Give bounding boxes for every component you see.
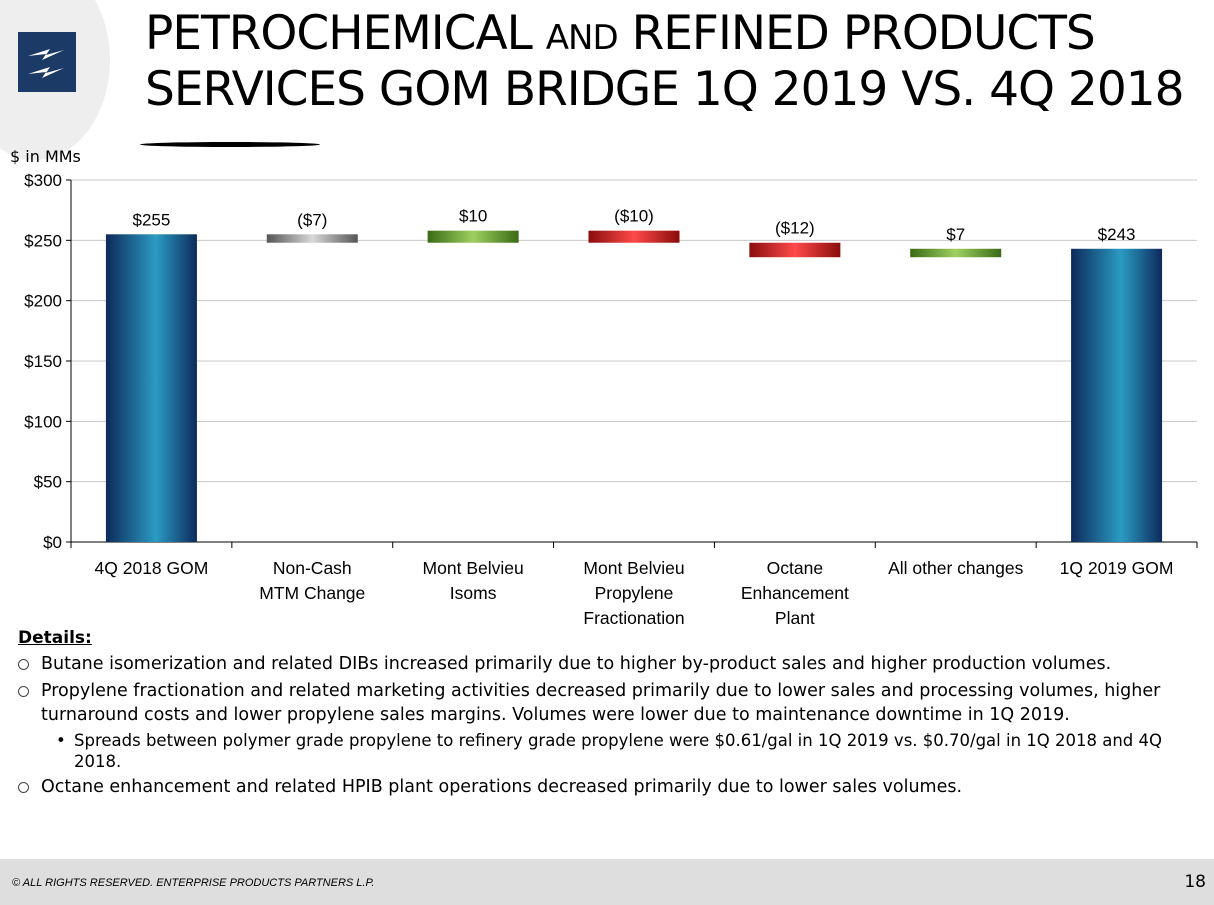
y-tick-label: $100 [24, 412, 62, 431]
sub-bullet-marker: • [56, 731, 66, 750]
bar [105, 234, 197, 543]
category-label: 4Q 2018 GOM [95, 558, 209, 578]
bar [910, 248, 1002, 258]
y-tick-label: $200 [24, 292, 62, 311]
category-label: MTM Change [259, 583, 365, 603]
circle-bullet-icon [18, 782, 29, 793]
y-tick-label: $150 [24, 352, 62, 371]
bullet-text: Butane isomerization and related DIBs in… [41, 654, 1112, 674]
details-section: Details: Butane isomerization and relate… [18, 626, 1203, 802]
title-line1-small: AND [545, 18, 619, 58]
circle-bullet-icon [18, 686, 29, 697]
data-label: $10 [459, 207, 487, 226]
y-tick-label: $250 [24, 231, 62, 250]
company-logo [18, 32, 76, 92]
page-number: 18 [1184, 872, 1206, 892]
details-bullet-butane: Butane isomerization and related DIBs in… [18, 652, 1203, 676]
category-label: Mont Belvieu [423, 558, 524, 578]
details-bullet-propylene: Propylene fractionation and related mark… [18, 679, 1203, 727]
y-axis-unit-label: $ in MMs [10, 147, 81, 166]
title-line1-part2: REFINED PRODUCTS [617, 6, 1096, 61]
circle-bullet-icon [18, 659, 29, 670]
bullet-text: Octane enhancement and related HPIB plan… [41, 777, 963, 797]
waterfall-chart: $0 $50 $100 $150 $200 $250 $300 $255 4Q 2018 GOM… [24, 171, 1198, 628]
category-label: Plant [775, 608, 815, 628]
data-label: ($7) [297, 210, 327, 229]
page-title: PETROCHEMICAL AND REFINED PRODUCTS SERVI… [145, 6, 1185, 117]
sub-bullet-text: Spreads between polymer grade propylene … [74, 731, 1163, 771]
details-sub-bullet-spreads: • Spreads between polymer grade propylen… [18, 730, 1203, 772]
category-label: Mont Belvieu [583, 558, 684, 578]
footer: © ALL RIGHTS RESERVED. ENTERPRISE PRODUC… [0, 859, 1214, 905]
category-label: 1Q 2019 GOM [1060, 558, 1174, 578]
bar [266, 234, 358, 243]
title-underline [140, 142, 320, 147]
category-label: All other changes [888, 558, 1023, 578]
category-label: Non-Cash [273, 558, 352, 578]
category-label: Enhancement [741, 583, 849, 603]
details-heading: Details: [18, 628, 92, 648]
y-tick-label: $300 [24, 171, 62, 190]
bar [588, 230, 680, 243]
bar [749, 242, 841, 258]
y-tick-label: $0 [43, 533, 62, 552]
data-label: ($10) [614, 207, 654, 226]
title-line1-part1: PETROCHEMICAL [145, 6, 546, 61]
details-bullet-octane: Octane enhancement and related HPIB plan… [18, 775, 1203, 799]
category-label: Propylene [595, 583, 674, 603]
title-line2: SERVICES GOM BRIDGE 1Q 2019 VS. 4Q 2018 [145, 62, 1185, 117]
data-label: $243 [1098, 225, 1136, 244]
bar [1071, 248, 1163, 542]
category-label: Fractionation [583, 608, 684, 628]
category-label: Isoms [450, 583, 497, 603]
data-label: $7 [946, 225, 965, 244]
lightning-bolt-icon [28, 49, 64, 78]
bar [427, 230, 519, 243]
data-label: $255 [133, 210, 171, 229]
category-label: Octane [767, 558, 823, 578]
bullet-text: Propylene fractionation and related mark… [41, 681, 1161, 725]
footer-copyright: © ALL RIGHTS RESERVED. ENTERPRISE PRODUC… [12, 877, 375, 889]
y-tick-label: $50 [34, 473, 62, 492]
data-label: ($12) [775, 219, 815, 238]
